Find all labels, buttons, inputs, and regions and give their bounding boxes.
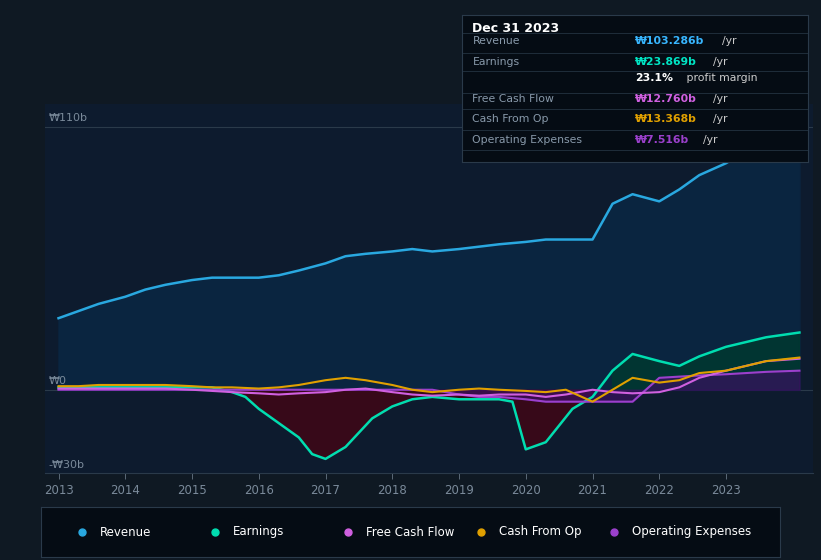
Text: ₩110b: ₩110b	[48, 113, 88, 123]
Text: Cash From Op: Cash From Op	[499, 525, 581, 539]
Text: /yr: /yr	[713, 114, 727, 124]
Text: Cash From Op: Cash From Op	[472, 114, 549, 124]
Text: ₩13.368b: ₩13.368b	[635, 114, 697, 124]
Text: Earnings: Earnings	[233, 525, 285, 539]
Text: profit margin: profit margin	[683, 73, 758, 83]
Text: /yr: /yr	[722, 36, 736, 46]
Text: Earnings: Earnings	[472, 57, 520, 67]
Text: Free Cash Flow: Free Cash Flow	[472, 94, 554, 104]
Text: /yr: /yr	[703, 135, 718, 145]
Text: Dec 31 2023: Dec 31 2023	[472, 22, 559, 35]
Text: Revenue: Revenue	[100, 525, 152, 539]
Text: ₩7.516b: ₩7.516b	[635, 135, 690, 145]
Text: ₩12.760b: ₩12.760b	[635, 94, 697, 104]
Text: ₩23.869b: ₩23.869b	[635, 57, 697, 67]
Text: Revenue: Revenue	[472, 36, 520, 46]
Text: /yr: /yr	[713, 57, 727, 67]
Text: -₩30b: -₩30b	[48, 460, 85, 470]
Text: ₩0: ₩0	[48, 376, 67, 386]
Text: ₩103.286b: ₩103.286b	[635, 36, 704, 46]
Text: Free Cash Flow: Free Cash Flow	[366, 525, 455, 539]
Text: Operating Expenses: Operating Expenses	[472, 135, 582, 145]
Text: /yr: /yr	[713, 94, 727, 104]
Text: 23.1%: 23.1%	[635, 73, 673, 83]
Text: Operating Expenses: Operating Expenses	[632, 525, 751, 539]
